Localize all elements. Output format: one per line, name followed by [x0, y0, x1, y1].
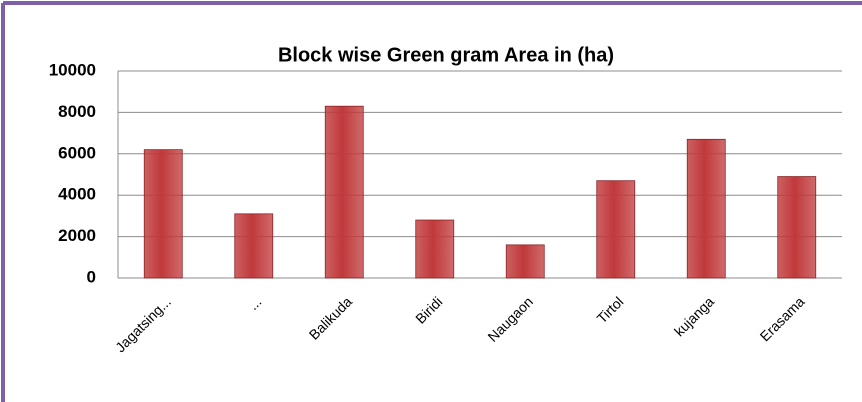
- bar: [505, 244, 545, 279]
- bar: [234, 213, 274, 279]
- bar: [143, 149, 183, 279]
- y-tick-label: 0: [87, 267, 96, 286]
- x-tick-label: Tirtol: [594, 293, 627, 326]
- x-tick-label: Erasama: [757, 293, 808, 344]
- x-tick-label: Naugaon: [484, 293, 535, 344]
- bar: [686, 138, 726, 279]
- bar: [324, 105, 364, 279]
- x-tick-label: Biridi: [412, 293, 445, 326]
- y-tick-label: 10000: [49, 60, 96, 79]
- y-tick-label: 4000: [58, 185, 96, 204]
- bar: [596, 180, 636, 279]
- bar: [777, 176, 817, 279]
- x-tick-label: Balikuda: [306, 293, 355, 342]
- y-tick-label: 8000: [58, 102, 96, 121]
- y-tick-label: 2000: [58, 226, 96, 245]
- x-tick-label: ...: [245, 293, 265, 313]
- y-tick-label: 6000: [58, 143, 96, 162]
- x-tick-label: kujanga: [671, 293, 717, 339]
- x-tick-label: Jagatsing...: [112, 293, 174, 355]
- chart-title: Block wise Green gram Area in (ha): [278, 44, 614, 66]
- bar: [415, 219, 455, 279]
